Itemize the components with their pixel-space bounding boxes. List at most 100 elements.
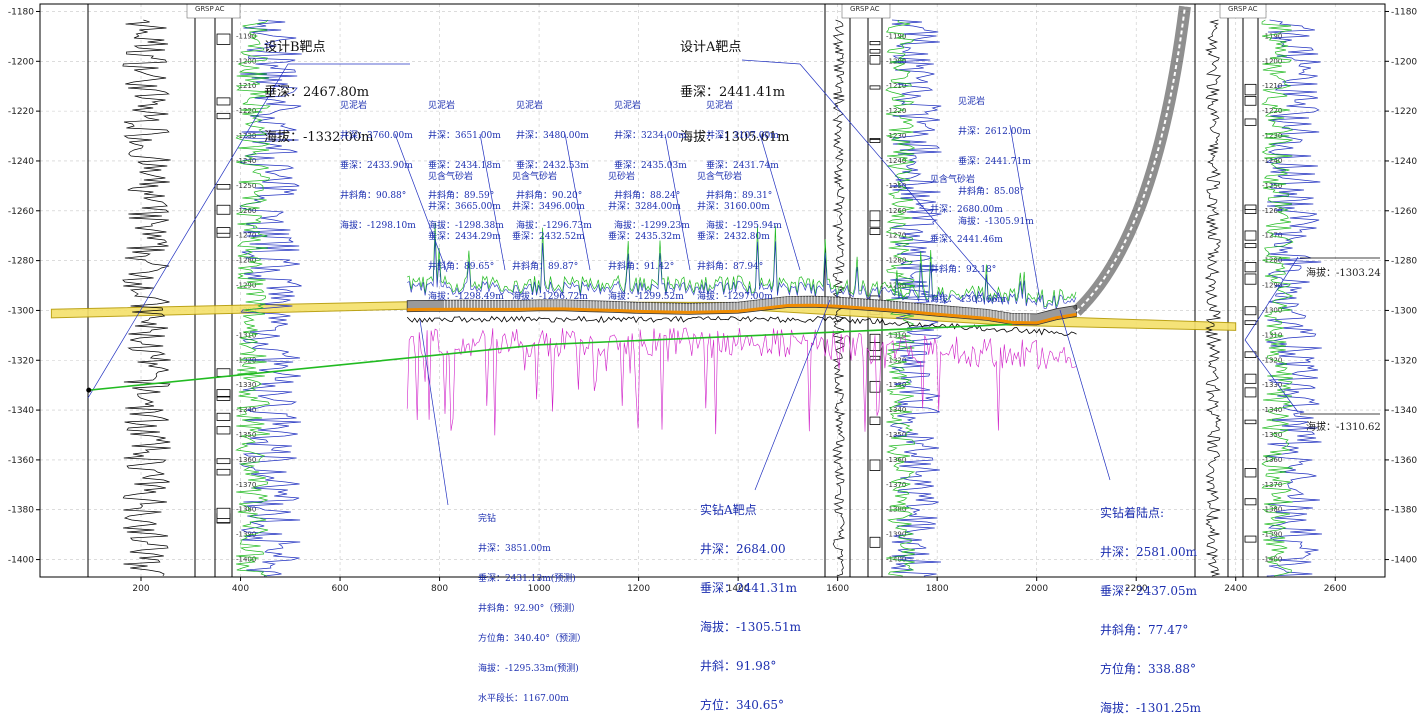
annotation-line: 垂深：2435.32m bbox=[608, 232, 681, 242]
annotation-line: 垂深：2433.90m bbox=[340, 161, 413, 171]
annotation-mudstone-3480: 见泥岩 井深：3480.00m 垂深：2432.53m 井斜角：90.20° 海… bbox=[516, 81, 592, 241]
horizontal-well-section-chart: GR SP AC-1190-1200-1210-1220-1230-1240-125… bbox=[7, 3, 1418, 594]
log-depth-label: -1330 bbox=[1262, 381, 1282, 389]
lithology-box bbox=[869, 210, 881, 222]
log-depth-label: -1330 bbox=[236, 381, 256, 389]
y-tick-label-right: -1360 bbox=[1391, 456, 1417, 466]
annotation-line: 见泥岩 bbox=[614, 101, 642, 111]
annotation-line: 海拔：-1305.91m bbox=[958, 217, 1034, 227]
annotation-line: 井斜角：89.31° bbox=[706, 191, 773, 201]
gr-log-curve bbox=[122, 19, 171, 577]
annotation-line: 海拔：-1298.10m bbox=[340, 221, 416, 231]
annotation-line: 实钻着陆点: bbox=[1100, 506, 1165, 520]
lithology-box bbox=[216, 204, 231, 215]
log-depth-label: -1190 bbox=[886, 32, 906, 40]
annotation-line: 井斜角：89.87° bbox=[512, 262, 579, 272]
log-depth-label: -1310 bbox=[1262, 331, 1282, 339]
design-line bbox=[88, 323, 1012, 391]
leader-line bbox=[754, 299, 831, 491]
y-tick-label-right: -1400 bbox=[1391, 556, 1417, 566]
log-depth-label: -1310 bbox=[236, 331, 256, 339]
lithology-box bbox=[216, 389, 231, 397]
annotation-line: 方位角：338.88° bbox=[1100, 662, 1196, 676]
leader-line bbox=[664, 133, 691, 271]
annotation-line: 井斜角：89.59° bbox=[428, 191, 495, 201]
lithology-box bbox=[216, 396, 231, 401]
annotation-line: 井深：2581.00m bbox=[1100, 545, 1198, 559]
ac-log-curve bbox=[1261, 19, 1294, 577]
log-header-label: AC bbox=[870, 5, 880, 13]
log-depth-label: -1200 bbox=[1262, 57, 1282, 65]
log-depth-label: -1310 bbox=[886, 331, 906, 339]
log-depth-label: -1190 bbox=[1262, 32, 1282, 40]
annotation-design-target-b: 设计B靶点 垂深：2467.80m 海拔：-1332.00m bbox=[264, 10, 373, 160]
annotation-design-target-a: 设计A靶点 垂深：2441.41m 海拔：-1305.61m bbox=[680, 10, 789, 160]
annotation-line: 井深：3760.00m bbox=[340, 131, 413, 141]
leader-line bbox=[394, 133, 448, 273]
annotation-line: 见含气砂岩 bbox=[428, 172, 474, 182]
annotation-line: 井深：3234.00m bbox=[614, 131, 687, 141]
annotation-line: 垂深：2437.05m bbox=[1100, 584, 1198, 598]
annotation-line: 海拔：-1301.25m bbox=[1100, 701, 1202, 715]
annotation-line: 井深：3160.00m bbox=[697, 202, 770, 212]
annotation-line: 水平段长：1167.00m bbox=[478, 694, 569, 704]
lithology-box bbox=[869, 536, 881, 548]
log-depth-label: -1260 bbox=[236, 207, 256, 215]
leader-line bbox=[1244, 256, 1299, 341]
log-depth-label: -1240 bbox=[236, 157, 256, 165]
log-depth-label: -1380 bbox=[1262, 506, 1282, 514]
annotation-elevation-1303: 海拔：-1303.24 bbox=[1306, 249, 1381, 289]
annotation-line: 见泥岩 bbox=[958, 97, 986, 107]
annotation-line: 垂深：2431.74m bbox=[706, 161, 779, 171]
leader-lines bbox=[87, 59, 1380, 506]
annotation-line: 海拔：-1332.00m bbox=[264, 130, 374, 145]
x-tick-label: 400 bbox=[232, 584, 249, 594]
log-depth-label: -1370 bbox=[886, 481, 906, 489]
lithology-box bbox=[1244, 306, 1257, 316]
log-depth-label: -1240 bbox=[886, 157, 906, 165]
x-tick-label: 2200 bbox=[1125, 584, 1148, 594]
log-header-label: SP bbox=[860, 5, 869, 13]
resistivity-log-curve bbox=[1266, 19, 1323, 577]
annotation-line: 井斜角：92.90°（预测） bbox=[478, 604, 581, 614]
log-depth-label: -1290 bbox=[1262, 282, 1282, 290]
annotation-line: 海拔：-1303.24 bbox=[1306, 268, 1381, 279]
annotation-line: 海拔：-1305.61m bbox=[680, 130, 790, 145]
log-depth-label: -1400 bbox=[1262, 556, 1282, 564]
annotation-line: 井斜角：90.20° bbox=[516, 191, 583, 201]
log-depth-label: -1350 bbox=[236, 431, 256, 439]
annotation-line: 方位：340.65° bbox=[700, 698, 784, 712]
annotation-line: 井斜角：90.88° bbox=[340, 191, 407, 201]
annotation-mudstone-3107: 见泥岩 井深：3107.00m 垂深：2431.74m 井斜角：89.31° 海… bbox=[706, 81, 782, 241]
lithology-box bbox=[1244, 535, 1257, 543]
log-header-label: AC bbox=[1248, 5, 1258, 13]
log-depth-label: -1210 bbox=[886, 82, 906, 90]
annotation-line: 海拔：-1299.52m bbox=[608, 292, 684, 302]
lithology-box bbox=[1244, 96, 1257, 106]
lithology-box bbox=[869, 85, 881, 90]
y-tick-label-right: -1220 bbox=[1391, 107, 1417, 117]
lithology-box bbox=[216, 33, 231, 45]
log-depth-label: -1350 bbox=[886, 431, 906, 439]
annotation-line: 见含气砂岩 bbox=[930, 175, 976, 185]
annotation-line: 见砂岩 bbox=[608, 172, 636, 182]
lithology-box bbox=[869, 55, 881, 65]
resistivity-log-curve bbox=[239, 19, 302, 577]
y-tick-label-left: -1260 bbox=[8, 207, 34, 217]
log-depth-label: -1340 bbox=[236, 406, 256, 414]
y-tick-label-left: -1240 bbox=[8, 157, 34, 167]
wellbore-orange-strip bbox=[407, 303, 1077, 325]
log-depth-label: -1400 bbox=[236, 556, 256, 564]
log-header-label: AC bbox=[215, 5, 225, 13]
annotation-mudstone-2612: 见泥岩 井深：2612.00m 垂深：2441.71m 井斜角：85.08° 海… bbox=[958, 77, 1034, 237]
log-depth-label: -1300 bbox=[1262, 306, 1282, 314]
lithology-box bbox=[869, 380, 881, 393]
annotation-line: 设计B靶点 bbox=[264, 40, 326, 55]
y-tick-label-right: -1320 bbox=[1391, 356, 1417, 366]
lithology-box bbox=[869, 41, 881, 46]
y-tick-label-left: -1340 bbox=[8, 406, 34, 416]
annotation-elevation-1310: 海拔：-1310.62 bbox=[1306, 403, 1381, 443]
lithology-box bbox=[869, 416, 881, 425]
annotation-line: 见泥岩 bbox=[340, 101, 368, 111]
annotation-line: 海拔：-1296.73m bbox=[516, 221, 592, 231]
